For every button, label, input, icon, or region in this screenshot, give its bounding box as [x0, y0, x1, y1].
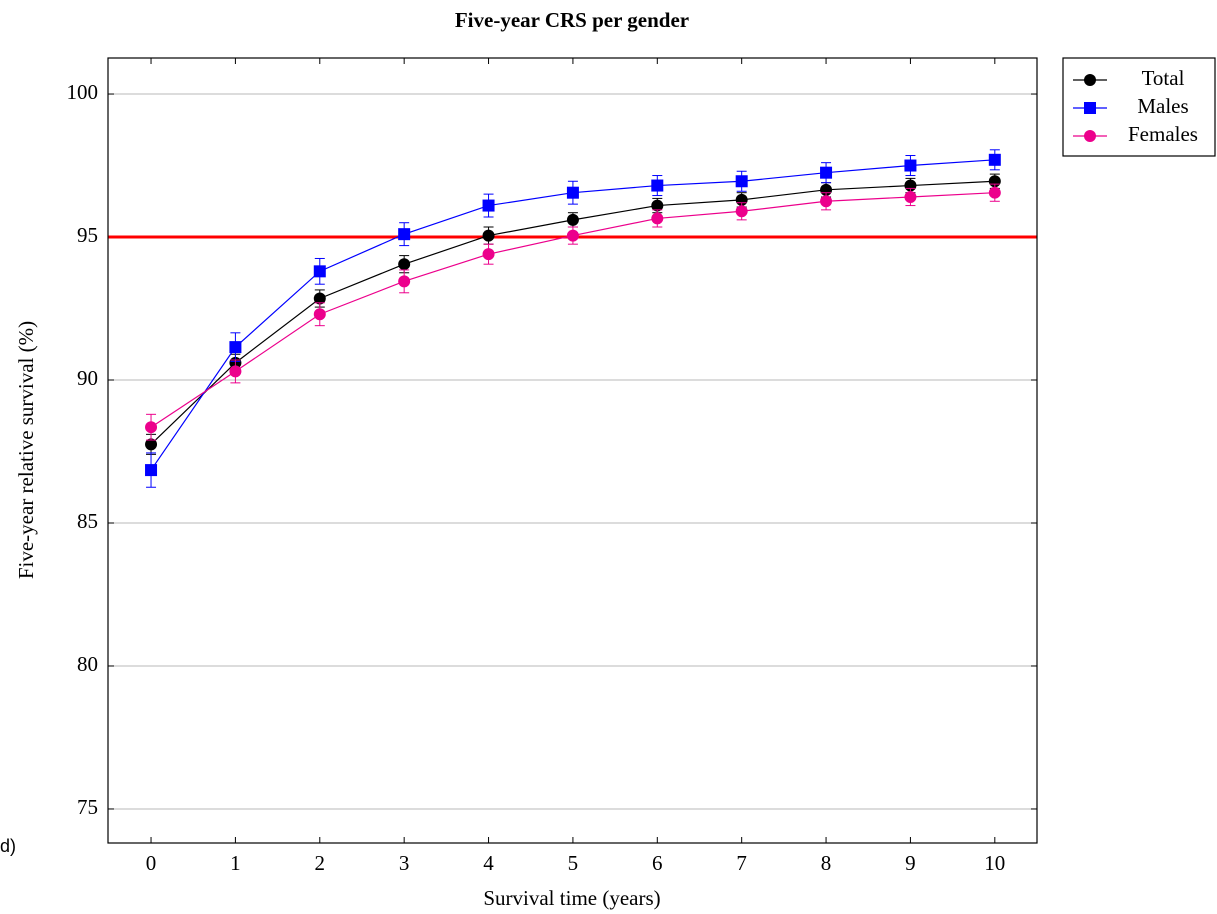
data-point: [735, 205, 748, 218]
data-point: [313, 308, 326, 321]
legend-marker: [1084, 102, 1096, 114]
x-tick-label: 5: [568, 851, 579, 875]
data-point: [988, 186, 1001, 199]
data-point: [820, 166, 833, 179]
data-point: [313, 292, 326, 305]
y-tick-label: 100: [67, 80, 99, 104]
x-tick-label: 2: [315, 851, 326, 875]
data-point: [904, 190, 917, 203]
x-tick-label: 3: [399, 851, 410, 875]
data-point: [229, 365, 242, 378]
data-point: [145, 438, 158, 451]
data-point: [566, 186, 579, 199]
legend-label: Males: [1137, 94, 1188, 118]
data-point: [566, 213, 579, 226]
x-tick-label: 6: [652, 851, 663, 875]
data-point: [398, 228, 411, 241]
data-point: [398, 258, 411, 271]
data-point: [313, 265, 326, 278]
chart-title: Five-year CRS per gender: [455, 8, 689, 32]
y-tick-label: 80: [77, 652, 98, 676]
data-point: [651, 212, 664, 225]
series-line: [150, 159, 995, 471]
y-tick-label: 85: [77, 509, 98, 533]
x-tick-label: 0: [146, 851, 157, 875]
data-point: [735, 175, 748, 188]
data-point: [482, 199, 495, 212]
data-point: [988, 153, 1001, 166]
plot-frame: [107, 57, 1038, 844]
data-point: [651, 179, 664, 192]
x-tick-label: 8: [821, 851, 832, 875]
data-point: [145, 464, 158, 477]
y-tick-label: 95: [77, 223, 98, 247]
legend-marker: [1084, 130, 1096, 142]
x-tick-label: 9: [905, 851, 916, 875]
x-tick-label: 10: [984, 851, 1005, 875]
data-point: [482, 248, 495, 261]
data-point: [145, 421, 158, 434]
annotation: d): [0, 836, 16, 856]
legend-marker: [1084, 74, 1096, 86]
data-point: [229, 341, 242, 354]
x-tick-label: 7: [736, 851, 747, 875]
data-point: [820, 195, 833, 208]
y-axis-label: Five-year relative survival (%): [14, 321, 38, 579]
x-axis-label: Survival time (years): [483, 886, 660, 910]
data-point: [904, 159, 917, 172]
legend-label: Total: [1142, 66, 1185, 90]
data-point: [398, 275, 411, 288]
y-tick-label: 90: [77, 366, 98, 390]
x-tick-label: 4: [483, 851, 494, 875]
data-point: [566, 229, 579, 242]
y-tick-label: 75: [77, 795, 98, 819]
x-tick-label: 1: [230, 851, 241, 875]
data-point: [482, 229, 495, 242]
legend-label: Females: [1128, 122, 1198, 146]
data-point: [651, 199, 664, 212]
